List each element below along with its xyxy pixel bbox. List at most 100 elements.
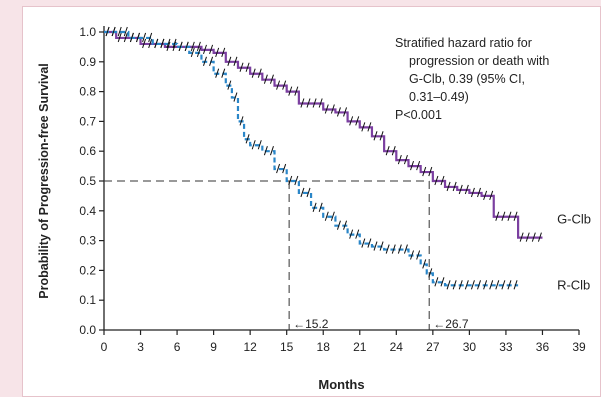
censor-mark <box>324 104 329 114</box>
censor-mark <box>312 202 317 212</box>
censor-mark <box>513 280 518 290</box>
censor-mark <box>190 41 195 52</box>
censor-mark <box>434 277 439 287</box>
censor-mark <box>410 160 415 171</box>
censor-mark <box>172 38 177 49</box>
censor-mark <box>148 32 153 43</box>
censor-mark <box>257 68 262 78</box>
series-label: R-Clb <box>557 277 590 292</box>
censor-mark <box>245 62 250 72</box>
censor-mark <box>410 250 415 260</box>
y-tick-label: 1.0 <box>79 25 96 39</box>
censor-mark <box>428 166 433 177</box>
censor-mark <box>385 146 390 156</box>
annotation-line: 0.31–0.49) <box>409 90 469 104</box>
censor-mark <box>288 86 293 96</box>
censor-mark <box>379 131 384 141</box>
censor-mark <box>336 220 341 230</box>
censor-mark <box>489 190 494 201</box>
censor-mark <box>391 244 396 254</box>
censor-mark <box>294 175 299 186</box>
annotation-line: G-Clb, 0.39 (95% CI, <box>409 72 525 86</box>
censor-mark <box>123 32 128 43</box>
censor-mark <box>397 154 402 165</box>
censor-mark <box>276 80 281 90</box>
x-tick-label: 30 <box>463 340 477 354</box>
censor-mark <box>349 116 354 126</box>
censor-mark <box>190 47 195 58</box>
censor-mark <box>318 98 323 108</box>
x-tick-label: 15 <box>280 340 294 354</box>
censor-mark <box>330 211 335 221</box>
median-label: ←26.7 <box>433 317 469 331</box>
censor-mark <box>495 211 500 221</box>
censor-mark <box>452 181 457 192</box>
x-tick-label: 3 <box>137 340 144 354</box>
censor-mark <box>263 146 268 156</box>
x-tick-label: 9 <box>210 340 217 354</box>
censor-mark <box>196 47 201 58</box>
censor-mark <box>458 184 463 195</box>
censor-mark <box>477 187 481 198</box>
x-tick-label: 24 <box>390 340 404 354</box>
censor-mark <box>464 280 469 290</box>
censor-mark <box>209 56 214 66</box>
censor-mark <box>318 202 323 212</box>
censor-mark <box>361 238 366 248</box>
censor-mark <box>221 68 226 78</box>
censor-mark <box>269 74 274 84</box>
x-tick-label: 39 <box>572 340 586 354</box>
censor-mark <box>416 250 421 260</box>
censor-mark <box>501 211 506 221</box>
censor-mark <box>294 86 299 96</box>
censor-mark <box>531 232 536 242</box>
censor-mark <box>154 38 159 49</box>
km-survival-chart: 0.00.10.20.30.40.50.60.70.80.91.00 3 6 9 12 1… <box>37 25 591 392</box>
annotation-line: Stratified hazard ratio for <box>395 36 532 50</box>
censor-mark <box>507 280 512 290</box>
annotation-line: progression or death with <box>409 54 549 68</box>
censor-mark <box>227 56 232 66</box>
y-tick-label: 0.8 <box>79 85 96 99</box>
censor-mark <box>483 190 488 201</box>
censor-mark <box>452 280 457 290</box>
x-tick-label: 27 <box>426 340 440 354</box>
y-tick-label: 0.6 <box>79 144 96 158</box>
x-tick-label: 21 <box>353 340 367 354</box>
censor-mark <box>349 229 354 239</box>
x-axis-label: Months <box>318 377 364 392</box>
censor-mark <box>379 241 384 251</box>
censor-mark <box>178 41 183 52</box>
censor-mark <box>148 38 153 49</box>
censor-mark <box>458 280 463 290</box>
censor-mark <box>312 98 317 108</box>
censor-mark <box>117 32 122 43</box>
censor-mark <box>300 187 305 198</box>
censor-mark <box>276 163 281 174</box>
censor-mark <box>215 47 220 58</box>
annotation-line: P<0.001 <box>395 108 442 122</box>
censor-mark <box>519 232 524 242</box>
censor-mark <box>367 238 372 248</box>
censor-mark <box>123 26 128 37</box>
censor-mark <box>306 98 311 108</box>
censor-mark <box>428 268 433 278</box>
censor-mark <box>251 68 256 78</box>
censor-mark <box>440 277 445 287</box>
censor-mark <box>495 280 500 290</box>
censor-mark <box>227 80 232 90</box>
censor-mark <box>537 232 542 242</box>
x-tick-label: 18 <box>317 340 331 354</box>
censor-mark <box>184 41 189 52</box>
censor-mark <box>203 56 207 66</box>
censor-mark <box>477 280 481 290</box>
censor-mark <box>142 38 147 49</box>
y-axis-label: Probability of Progression-free Survival <box>37 63 51 298</box>
median-label: ←15.2 <box>293 317 329 331</box>
censor-mark <box>373 131 378 141</box>
censor-mark <box>470 280 475 290</box>
censor-mark <box>422 259 427 269</box>
censor-mark <box>221 47 226 58</box>
censor-mark <box>343 107 348 117</box>
chart-frame: 0.0 0.1 0.2 0.3 0.4 0.5 0.6 0.7 0.8 0.9 1.0 0 3 6 9 12 1… <box>22 6 601 397</box>
